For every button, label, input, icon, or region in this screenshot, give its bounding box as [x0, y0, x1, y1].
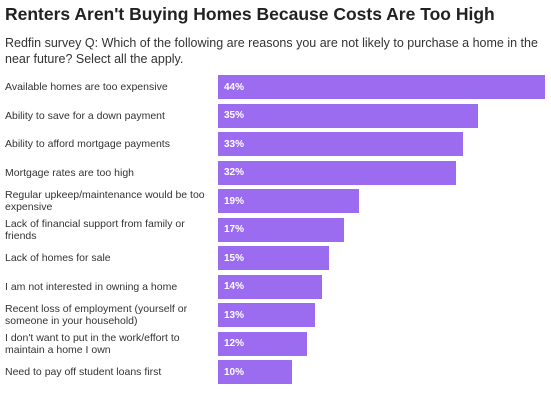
bar-row: I am not interested in owning a home 14% [0, 273, 551, 302]
bar-row: Lack of financial support from family or… [0, 216, 551, 245]
bar-row: Regular upkeep/maintenance would be too … [0, 187, 551, 216]
value-label: 10% [224, 366, 245, 378]
category-label: I don't want to put in the work/effort t… [5, 331, 180, 356]
value-label: 14% [224, 281, 245, 292]
value-label: 19% [224, 195, 245, 207]
value-label: 32% [224, 167, 245, 178]
bar: 33% [218, 132, 464, 156]
bar: 12% [218, 331, 308, 356]
bar: 44% [218, 75, 545, 99]
bar-row: Mortgage rates are too high 32% [0, 159, 551, 188]
category-label: Mortgage rates are too high [5, 166, 134, 179]
category-label: I am not interested in owning a home [5, 280, 178, 293]
chart-subtitle: Redfin survey Q: Which of the following … [5, 36, 538, 66]
bar: 19% [218, 189, 360, 213]
bar-row: Ability to save for a down payment 35% [0, 102, 551, 131]
bar: 32% [218, 160, 456, 185]
bar-row: I don't want to put in the work/effort t… [0, 330, 551, 359]
value-label: 15% [224, 252, 245, 264]
category-label: Available homes are too expensive [5, 81, 168, 94]
category-label: Lack of financial support from family or… [5, 217, 185, 242]
category-label: Recent loss of employment (yourself or s… [5, 303, 188, 328]
plot: Available homes are too expensive 44% Abil… [0, 73, 551, 387]
bar: 14% [218, 274, 323, 299]
bar: 15% [218, 246, 330, 270]
bar-row: Available homes are too expensive 44% [0, 73, 551, 102]
value-label: 17% [224, 224, 245, 235]
chart-title: Renters Aren't Buying Homes Because Cost… [5, 4, 495, 24]
bar-row: Ability to afford mortgage payments 33% [0, 130, 551, 159]
category-label: Regular upkeep/maintenance would be too … [5, 189, 205, 214]
bar: 13% [218, 303, 315, 327]
bar-row: Need to pay off student loans first 10% [0, 358, 551, 387]
value-label: 12% [224, 338, 245, 349]
value-label: 13% [224, 309, 245, 321]
bar: 10% [218, 360, 293, 384]
category-label: Need to pay off student loans first [5, 366, 162, 379]
category-label: Ability to afford mortgage payments [5, 138, 170, 151]
bar: 17% [218, 217, 345, 242]
value-label: 35% [224, 110, 245, 121]
bar: 35% [218, 103, 479, 128]
bar-row: Recent loss of employment (yourself or s… [0, 301, 551, 330]
value-label: 33% [224, 138, 245, 150]
bar-row: Lack of homes for sale 15% [0, 244, 551, 273]
value-label: 44% [224, 81, 245, 93]
category-label: Ability to save for a down payment [5, 109, 165, 122]
category-label: Lack of homes for sale [5, 252, 111, 265]
